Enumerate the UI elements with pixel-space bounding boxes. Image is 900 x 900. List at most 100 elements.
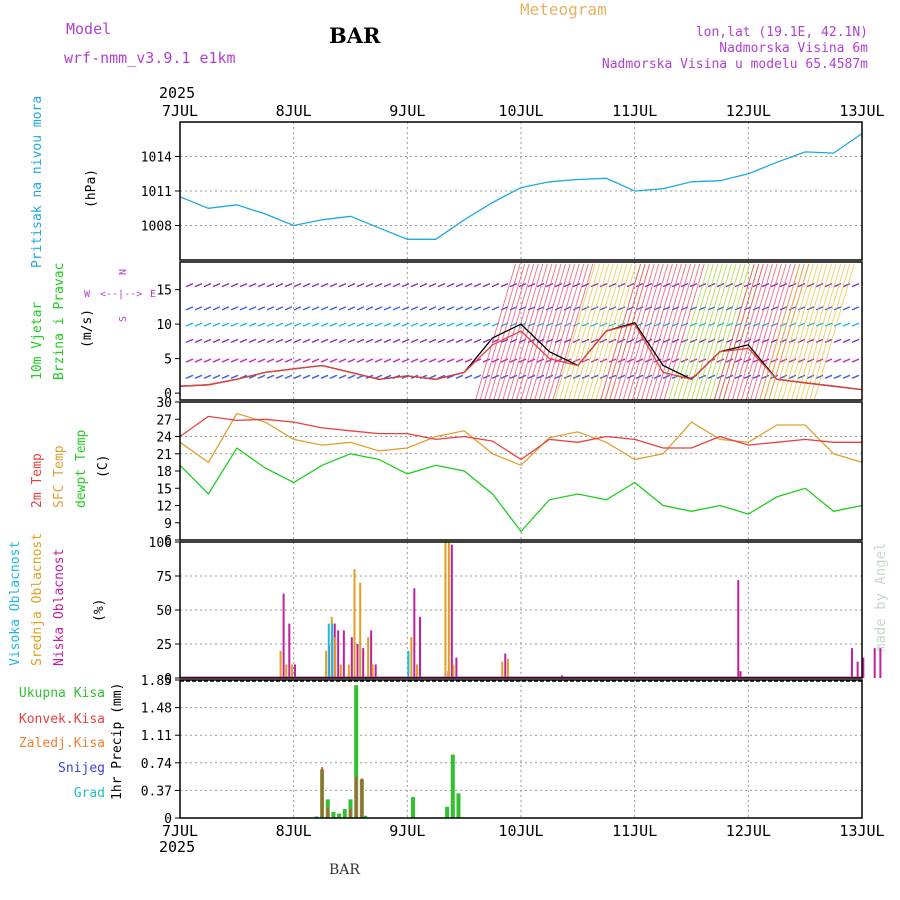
y-tick-label: 9 (164, 517, 172, 532)
wind-barb (446, 306, 455, 311)
wind-barb (473, 338, 482, 343)
wind-hatch (713, 263, 755, 401)
wind-barb (464, 282, 473, 288)
wind-hatch (604, 263, 646, 401)
low-cloud-bar (413, 588, 416, 678)
wind-barb (581, 374, 590, 379)
wind-barb (644, 338, 653, 343)
low-cloud-bar (374, 664, 377, 678)
wind-barb (851, 338, 860, 343)
wind-hatch (554, 263, 596, 401)
low-cloud-bar (370, 630, 373, 678)
wind-barb (698, 358, 707, 363)
wind-hatch (641, 263, 682, 401)
wind-barb (302, 282, 311, 288)
wind-hatch (645, 263, 687, 401)
wind-barb (266, 282, 275, 288)
y-tick-label: 1.48 (141, 702, 172, 717)
wind-barb (482, 338, 491, 343)
x-tick-label-bottom: 12JUL (726, 822, 771, 840)
wind-hatch (804, 263, 846, 401)
wind-barb (374, 338, 383, 343)
wind-barb (374, 306, 383, 311)
wind-barb (428, 338, 437, 343)
wind-barb (239, 282, 248, 288)
wind-barb (392, 358, 401, 363)
wind-barb (455, 358, 464, 363)
wind-barb (311, 282, 320, 288)
wind-hatch (759, 263, 801, 401)
station-title: BAR (329, 23, 381, 48)
wind-barb (509, 358, 518, 363)
pressure-line (179, 132, 863, 240)
wind-barb (482, 322, 491, 327)
wind-barb (419, 322, 428, 327)
wind-barb (437, 358, 446, 363)
total-precip-bar (445, 806, 450, 818)
wind-barb (221, 374, 230, 379)
wind-hatch (754, 263, 796, 401)
wind-hatch (731, 263, 773, 401)
wind-barb (446, 282, 455, 288)
wind-hatch (700, 263, 742, 401)
year-top: 2025 (159, 84, 196, 102)
wind-barb (248, 338, 257, 343)
wind-hatch (809, 263, 851, 401)
x-tick-label-bottom: 10JUL (498, 822, 543, 840)
wind-barb (851, 322, 860, 327)
total-precip-bar (331, 812, 336, 818)
wind-barb (455, 282, 464, 288)
wind-barb (338, 358, 347, 363)
wind-barb (248, 322, 257, 327)
wind-barb (293, 282, 302, 288)
wind-barb (212, 338, 221, 343)
wind-hatch (600, 263, 642, 401)
wind-barb (536, 282, 545, 288)
precip-legend-freezing: Zaledj.Kisa (18, 736, 105, 751)
wind-barb (725, 358, 734, 363)
wind-barb (302, 322, 311, 327)
y-tick-label: 5 (164, 353, 172, 368)
wind-barb (806, 322, 815, 327)
precip-legend-total: Ukupna Kisa (18, 686, 105, 701)
wind-barb (329, 374, 338, 379)
wind-barb (590, 282, 599, 288)
wind-barb (842, 322, 851, 327)
wind-hatch (681, 263, 723, 401)
wind-barb (833, 338, 842, 343)
mid-cloud-bar (347, 664, 350, 678)
wind-barb (653, 338, 662, 343)
wind-hatch (786, 263, 828, 401)
low-cloud-bar (450, 544, 453, 678)
wind-barb (509, 374, 518, 379)
wind-barb (329, 322, 338, 327)
wind-barb (797, 282, 806, 288)
wind-barb (608, 306, 617, 311)
wind-hatch (718, 263, 760, 401)
wind-barb (257, 374, 266, 379)
mid-cloud-bar (444, 542, 447, 678)
wind-barb (761, 374, 770, 379)
wind-barb (347, 338, 356, 343)
wind-barb (347, 282, 356, 288)
wind-barb (338, 306, 347, 311)
wind-barb (428, 358, 437, 363)
wind-barb (383, 374, 392, 379)
product-title: Meteogram (520, 0, 607, 19)
x-tick-label-top: 8JUL (276, 102, 312, 120)
mid-cloud-bar (371, 664, 374, 678)
wind-barb (410, 282, 419, 288)
wind-barb (545, 282, 554, 288)
low-cloud-bar (293, 664, 296, 678)
wind-hatch (772, 263, 814, 401)
wind-barb (320, 338, 329, 343)
wind-barb (311, 374, 320, 379)
wind-barb (842, 306, 851, 311)
y-tick-label: 21 (156, 448, 172, 463)
wind-barb (203, 322, 212, 327)
wind-barb (464, 358, 473, 363)
wind-barb (221, 322, 230, 327)
wind-barb (491, 282, 500, 288)
conv-precip-bar (326, 807, 329, 818)
wind-hatch (572, 263, 614, 401)
